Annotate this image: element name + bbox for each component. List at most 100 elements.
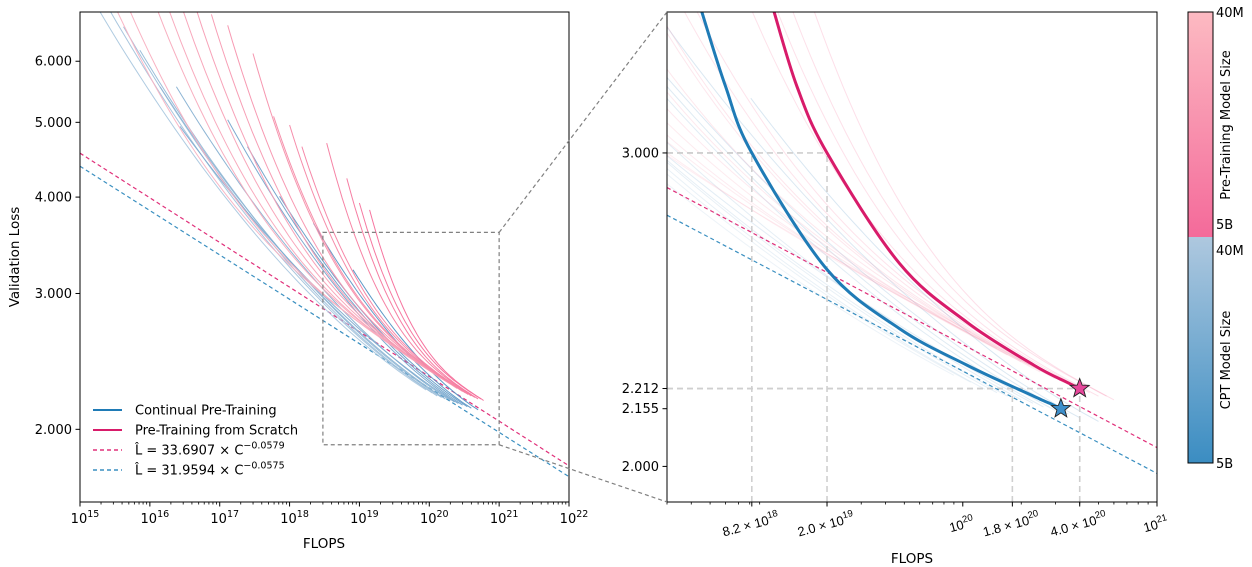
tick-label-exponent: 18 — [297, 509, 309, 520]
pretraining-run-curve — [667, 122, 1022, 363]
overview-axes-frame — [79, 11, 570, 503]
cpt-run-curve — [667, 141, 1022, 401]
cpt-run-curve — [279, 196, 468, 408]
cpt-run-curve — [110, 12, 433, 394]
legend-label: Pre-Training from Scratch — [135, 424, 298, 439]
overview-plot: 1015 1016 1017 1018 1019 1020 1021 10222.0003.0… — [35, 11, 589, 527]
tick-label-base: 8.2 × 10 — [721, 513, 771, 540]
overview-x-tick-label: 1021 — [490, 509, 519, 527]
cpt-run-curve — [667, 167, 986, 390]
tick-label-exponent: 15 — [87, 509, 99, 520]
pretraining-run-curve — [326, 142, 476, 398]
pretraining-run-curve — [667, 154, 972, 333]
pretraining-run-curve — [169, 12, 446, 382]
pretraining-run-curve — [792, 12, 1107, 397]
pretraining-run-curve — [301, 146, 472, 397]
highlight-curves — [700, 12, 1082, 411]
cpt-run-curve — [99, 12, 427, 391]
colorbar-pt-title: Pre-Training Model Size — [1219, 50, 1234, 199]
tick-label-base: 2.0 × 10 — [796, 513, 846, 540]
pretraining-run-curve — [667, 25, 1064, 383]
zoomed-x-tick-label: 4.0 × 1020 — [1048, 508, 1108, 539]
pretraining-run-curve — [667, 152, 986, 343]
overview-x-axis-label: FLOPS — [303, 536, 345, 552]
pretraining-run-curve — [157, 12, 442, 379]
overview-x-tick-label: 1015 — [71, 509, 100, 527]
zoomed-y-tick-label: 2.155 — [622, 402, 659, 417]
pretraining-run-curve — [667, 91, 1041, 373]
fit-lines — [80, 152, 569, 478]
tick-label-exponent: 17 — [227, 509, 239, 520]
legend-label: L̂ = 33.6907 × C−0.0579 — [134, 441, 284, 459]
zoom-connector-top — [498, 11, 668, 233]
tick-label-base: 10 — [560, 512, 577, 527]
cpt-run-curve — [175, 86, 451, 401]
tick-label-exponent: 20 — [1094, 508, 1107, 521]
cpt-run-curve — [750, 97, 1099, 422]
pretraining-run-curve — [667, 134, 1008, 356]
pretraining-run-curve — [777, 12, 1099, 397]
pretraining-final-star-marker — [1068, 377, 1091, 398]
tick-label-exponent: 19 — [841, 508, 854, 521]
legend-label: L̂ = 31.9594 × C−0.0575 — [134, 461, 284, 479]
tick-label-base: 10 — [71, 512, 88, 527]
colorbar-frame — [1187, 11, 1214, 464]
overview-y-tick-label: 3.000 — [35, 287, 72, 302]
tick-label-exponent: 22 — [576, 509, 588, 520]
overview-x-tick-label: 1018 — [280, 509, 309, 527]
cpt-run-curve — [123, 26, 438, 397]
training-runs — [99, 12, 484, 411]
cpt-run-curve — [667, 173, 972, 383]
zoomed-x-axis-label: FLOPS — [891, 551, 933, 567]
cpt-run-curve — [247, 146, 463, 406]
tick-label-base: 4.0 × 10 — [1049, 513, 1099, 540]
pretraining-run-curve — [346, 178, 479, 400]
overview-x-tick-label: 1022 — [560, 509, 589, 527]
overview-y-tick-label: 5.000 — [35, 116, 72, 131]
zoomed-y-tick-label: 2.212 — [622, 382, 659, 397]
cpt-fit-line — [667, 214, 1157, 474]
overview-y-axis-label: Validation Loss — [7, 207, 23, 308]
overview-y-tick-label: 6.000 — [35, 55, 72, 70]
zoomed-axes-frame — [666, 11, 1158, 503]
zoomed-x-tick-label: 8.2 × 1018 — [720, 508, 780, 539]
legend-label-text: Continual Pre-Training — [135, 404, 277, 419]
colorbar-pretraining — [1188, 12, 1213, 237]
tick-label-exponent: 20 — [961, 512, 974, 525]
pretraining-run-curve — [813, 12, 1115, 401]
pretraining-run-curve — [667, 68, 1050, 376]
overview-y-tick-label: 2.000 — [35, 423, 72, 438]
cpt-run-curve — [667, 155, 1034, 404]
tick-label-base: 10 — [1142, 517, 1160, 535]
tick-label-exponent: 20 — [437, 509, 449, 520]
legend-label-text: L̂ = 33.6907 × C — [134, 443, 243, 458]
legend-label-text: Pre-Training from Scratch — [135, 424, 298, 439]
colorbar: 40M 5B 40M 5B Pre-Training Model Size CP… — [1187, 6, 1244, 472]
zoomed-x-tick-label: 1.8 × 1020 — [981, 508, 1041, 539]
overview-x-tick-label: 1019 — [350, 509, 379, 527]
pretraining-run-curve — [369, 209, 484, 401]
pretraining-run-curve — [273, 116, 466, 394]
zoom-region-box — [322, 231, 500, 446]
tick-label-exponent: 20 — [1026, 508, 1039, 521]
tick-label-base: 10 — [420, 512, 437, 527]
tick-label-base: 10 — [948, 517, 966, 535]
tick-label-exponent: 21 — [506, 509, 518, 520]
pretraining-run-curve — [252, 53, 463, 392]
legend-label-exponent: −0.0575 — [243, 461, 284, 472]
fit-lines — [667, 187, 1157, 474]
training-runs — [667, 12, 1115, 422]
pretraining-run-curve — [289, 124, 469, 395]
colorbar-cpt — [1188, 237, 1213, 463]
overview-x-tick-label: 1017 — [210, 509, 239, 527]
cpt-run-curve — [667, 159, 1008, 397]
legend-label: Continual Pre-Training — [135, 404, 277, 419]
zoom-connector-lines — [498, 11, 668, 503]
legend-label-exponent: −0.0579 — [243, 441, 284, 452]
zoomed-x-tick-label: 2.0 × 1019 — [795, 508, 855, 539]
tick-label-base: 10 — [490, 512, 507, 527]
pretraining-run-curve — [667, 108, 1030, 366]
cpt-fit-line — [80, 165, 569, 478]
overview-y-tick-label: 4.000 — [35, 191, 72, 206]
